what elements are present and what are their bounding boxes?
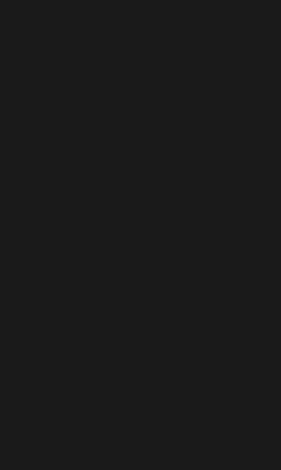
Ellipse shape: [137, 157, 147, 168]
Bar: [114, 167, 185, 172]
Ellipse shape: [98, 304, 158, 383]
Ellipse shape: [166, 271, 196, 321]
Ellipse shape: [76, 175, 101, 213]
Bar: [205, 198, 223, 230]
Circle shape: [124, 337, 131, 348]
Ellipse shape: [72, 168, 105, 220]
Ellipse shape: [120, 172, 169, 248]
Bar: [205, 74, 223, 118]
Ellipse shape: [103, 311, 152, 375]
Ellipse shape: [84, 187, 93, 201]
Text: alamy: alamy: [64, 207, 177, 240]
Bar: [207, 0, 281, 433]
Ellipse shape: [124, 176, 163, 235]
Circle shape: [133, 279, 142, 294]
Bar: [205, 334, 222, 343]
Bar: [205, 198, 223, 208]
FancyBboxPatch shape: [129, 289, 171, 307]
Ellipse shape: [171, 277, 192, 313]
Circle shape: [145, 282, 150, 290]
Ellipse shape: [177, 289, 185, 302]
Text: 7: 7: [130, 336, 134, 341]
Text: alamy - RN4W3H: alamy - RN4W3H: [96, 455, 185, 465]
Ellipse shape: [138, 158, 146, 164]
Ellipse shape: [120, 333, 135, 353]
Circle shape: [135, 282, 140, 290]
Circle shape: [143, 279, 152, 294]
Bar: [205, 334, 222, 363]
Ellipse shape: [142, 243, 148, 251]
Bar: [205, 74, 223, 87]
FancyBboxPatch shape: [109, 162, 190, 183]
Ellipse shape: [128, 180, 156, 221]
